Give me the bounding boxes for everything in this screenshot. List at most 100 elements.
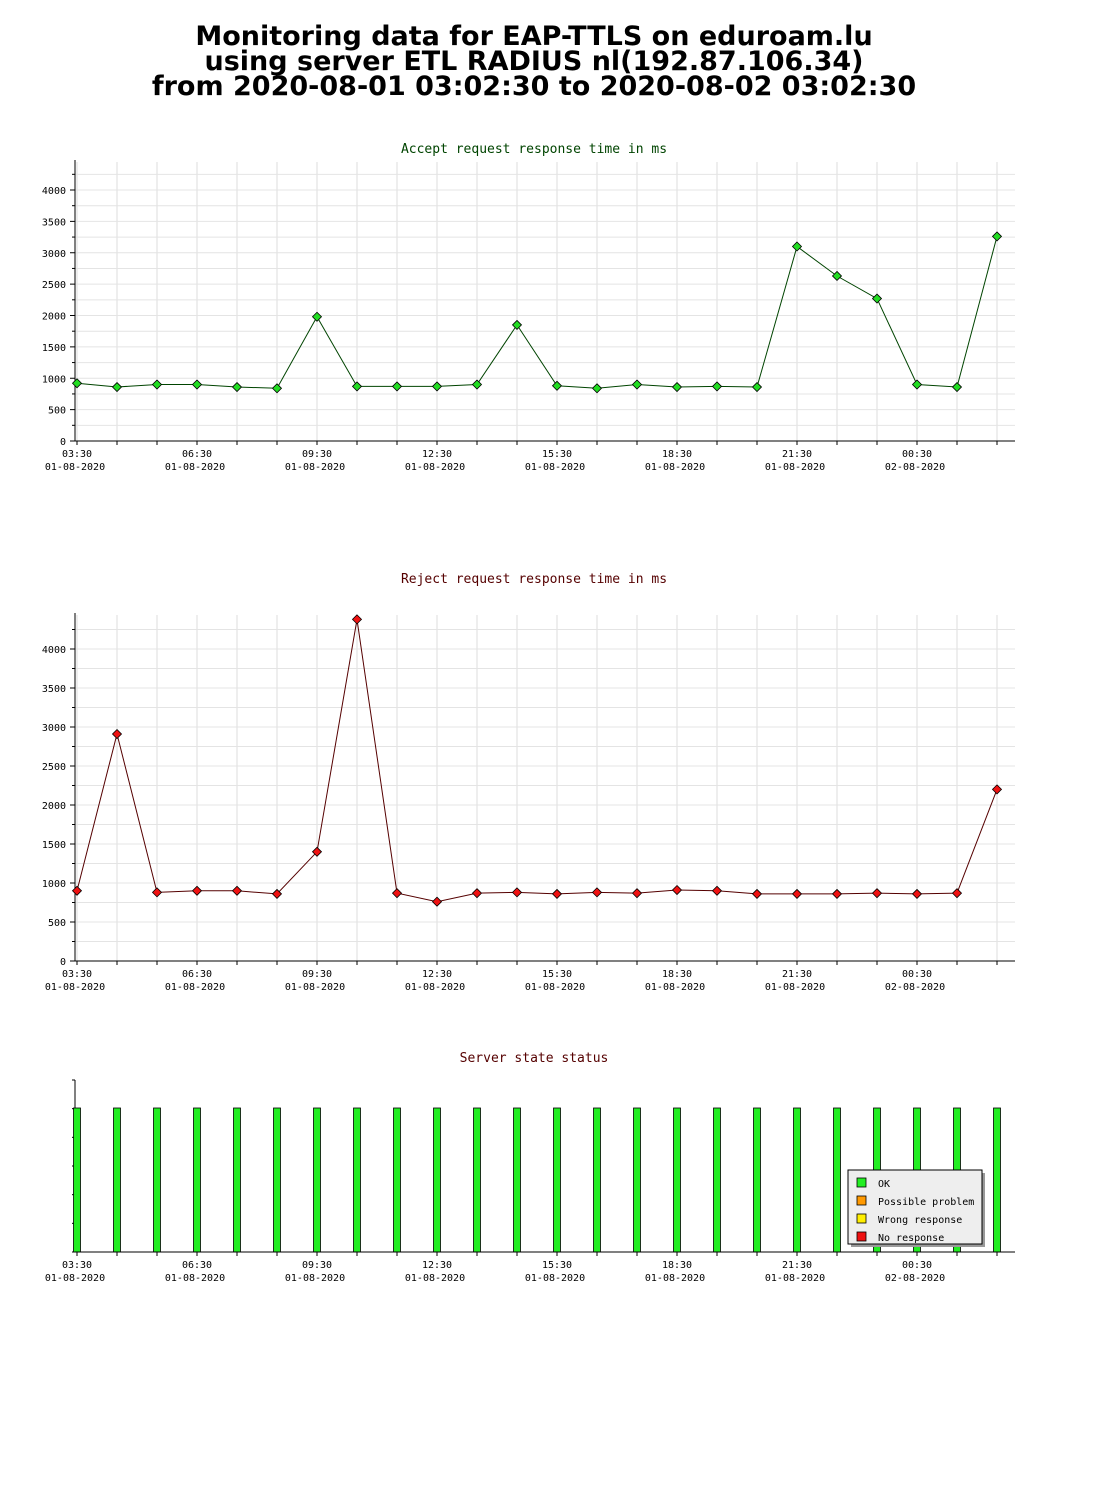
data-point <box>191 885 203 896</box>
data-point <box>751 888 763 899</box>
x-tick-label-time: 00:30 <box>902 1260 932 1271</box>
x-tick-label-time: 03:30 <box>62 1260 92 1271</box>
status-bar <box>793 1107 801 1253</box>
data-point <box>111 728 123 740</box>
x-tick-label-time: 00:30 <box>902 969 932 980</box>
data-point <box>431 896 443 907</box>
legend <box>847 1169 983 1245</box>
x-tick-label-date: 01-08-2020 <box>45 462 105 473</box>
data-point <box>911 379 923 390</box>
x-tick-label-date: 01-08-2020 <box>645 1273 705 1284</box>
status-bar <box>113 1107 121 1253</box>
status-bar <box>713 1107 721 1253</box>
data-point <box>551 380 563 391</box>
x-tick-label-date: 02-08-2020 <box>885 1273 945 1284</box>
status-bar <box>473 1107 481 1253</box>
data-point <box>511 887 523 898</box>
data-point <box>711 381 723 392</box>
data-point <box>951 381 963 393</box>
x-tick-label-date: 01-08-2020 <box>165 1273 225 1284</box>
data-point <box>831 270 843 282</box>
y-tick-label: 3500 <box>42 217 66 228</box>
data-point <box>631 888 643 899</box>
chart-title: Reject request response time in ms <box>401 572 667 587</box>
x-tick-label-date: 01-08-2020 <box>765 982 825 993</box>
data-point <box>271 888 283 899</box>
y-tick-label: 2500 <box>42 280 66 291</box>
data-point <box>271 383 283 394</box>
x-tick-label-date: 01-08-2020 <box>405 462 465 473</box>
data-point <box>991 231 1003 242</box>
x-tick-label-time: 21:30 <box>782 449 812 460</box>
data-point <box>871 888 883 899</box>
data-point <box>351 381 363 392</box>
x-tick-label-time: 06:30 <box>182 449 212 460</box>
y-tick-label: 3000 <box>42 249 66 260</box>
x-tick-label-time: 21:30 <box>782 1260 812 1271</box>
data-point <box>591 887 603 898</box>
data-point <box>471 888 483 899</box>
data-point <box>71 378 83 389</box>
y-tick-label: 1500 <box>42 840 66 851</box>
status-bar <box>353 1107 361 1253</box>
status-bar <box>553 1107 561 1253</box>
data-point <box>391 381 403 392</box>
x-tick-label-time: 03:30 <box>62 969 92 980</box>
legend-label: Possible problem <box>878 1197 974 1208</box>
x-tick-label-time: 15:30 <box>542 449 572 460</box>
x-tick-label-date: 01-08-2020 <box>765 1273 825 1284</box>
status-bar <box>193 1107 201 1253</box>
data-point <box>751 381 763 393</box>
status-bar <box>993 1107 1001 1253</box>
legend-swatch <box>856 1231 867 1242</box>
status-bar <box>593 1107 601 1253</box>
data-point <box>391 888 403 899</box>
data-point <box>871 293 883 304</box>
x-tick-label-time: 00:30 <box>902 449 932 460</box>
page-title-line-1: Monitoring data for EAP-TTLS on eduroam.… <box>195 21 873 52</box>
legend-label: No response <box>878 1233 944 1244</box>
x-tick-label-time: 18:30 <box>662 969 692 980</box>
data-point <box>71 885 83 896</box>
accept-response-time-chart: Accept request response time in ms 0 500 10… <box>42 142 1015 473</box>
y-tick-label: 0 <box>60 437 66 448</box>
x-tick-label-time: 15:30 <box>542 1260 572 1271</box>
x-tick-label-time: 12:30 <box>422 449 452 460</box>
x-tick-label-date: 02-08-2020 <box>885 982 945 993</box>
y-tick-label: 2500 <box>42 762 66 773</box>
data-point <box>951 888 963 899</box>
data-point <box>471 379 483 390</box>
x-tick-label-time: 15:30 <box>542 969 572 980</box>
x-tick-label-time: 12:30 <box>422 969 452 980</box>
chart-title: Server state status <box>460 1051 609 1066</box>
y-tick-label: 1500 <box>42 343 66 354</box>
y-tick-label: 1000 <box>42 374 66 385</box>
status-bar <box>313 1107 321 1253</box>
data-point <box>791 241 803 252</box>
x-tick-label-date: 01-08-2020 <box>525 1273 585 1284</box>
data-point <box>431 381 443 392</box>
y-tick-label: 1000 <box>42 879 66 890</box>
legend-swatch <box>856 1213 867 1224</box>
x-tick-label-date: 01-08-2020 <box>45 982 105 993</box>
x-tick-label-date: 01-08-2020 <box>285 462 345 473</box>
y-tick-label: 500 <box>48 406 66 417</box>
data-point <box>711 885 723 896</box>
status-bar <box>513 1107 521 1253</box>
legend-swatch <box>856 1177 867 1188</box>
x-tick-label-date: 01-08-2020 <box>405 1273 465 1284</box>
y-tick-label: 4000 <box>42 186 66 197</box>
y-tick-label: 0 <box>60 957 66 968</box>
data-point <box>311 846 323 857</box>
x-tick-label-time: 18:30 <box>662 1260 692 1271</box>
legend-label: OK <box>878 1179 890 1190</box>
data-point <box>911 888 923 899</box>
series-line <box>76 236 998 389</box>
x-tick-label-time: 12:30 <box>422 1260 452 1271</box>
x-tick-label-time: 06:30 <box>182 969 212 980</box>
chart-title: Accept request response time in ms <box>401 142 667 157</box>
legend-label: Wrong response <box>878 1215 962 1226</box>
y-tick-label: 2000 <box>42 312 66 323</box>
status-bar <box>233 1107 241 1253</box>
x-tick-label-date: 01-08-2020 <box>45 1273 105 1284</box>
